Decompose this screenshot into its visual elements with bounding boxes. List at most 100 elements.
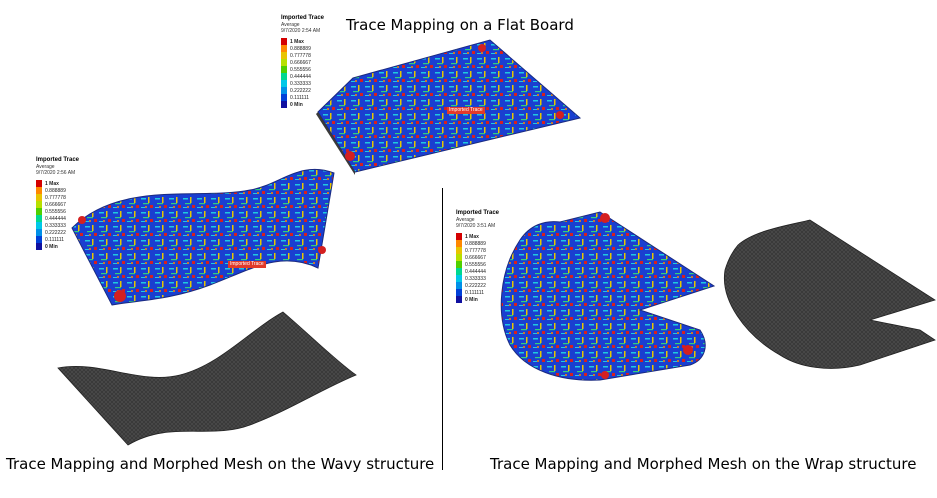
legend-swatch [456, 233, 462, 240]
legend-swatch [36, 229, 42, 236]
legend-swatch [281, 87, 287, 94]
legend-swatch [281, 66, 287, 73]
legend-label: 0.666667 [290, 59, 311, 66]
legend-row: 1 Max [456, 233, 499, 240]
legend-row: 0 Min [36, 243, 79, 250]
legend-label: 0.111111 [465, 289, 484, 296]
wrap-mesh-model [723, 219, 936, 369]
imported-trace-tag-flat: Imported Trace [447, 107, 485, 114]
legend-row: 0.888889 [281, 45, 324, 52]
caption-wavy-structure: Trace Mapping and Morphed Mesh on the Wa… [6, 455, 435, 473]
legend-row: 0.555556 [36, 208, 79, 215]
wavy-pcb-model [71, 168, 335, 306]
legend-label: 0.555556 [45, 208, 66, 215]
legend-swatch [36, 215, 42, 222]
legend-swatch [281, 52, 287, 59]
legend-label: 1 Max [465, 233, 479, 240]
legend-row: 0.444444 [36, 215, 79, 222]
legend-label: 0.777778 [45, 194, 66, 201]
legend-label: 0.888889 [290, 45, 311, 52]
legend-row: 1 Max [36, 180, 79, 187]
legend-label: 0 Min [45, 243, 58, 250]
legend-swatch [456, 282, 462, 289]
legend-label: 0.222222 [465, 282, 486, 289]
legend-swatch [281, 45, 287, 52]
legend-label: 0.333333 [465, 275, 486, 282]
legend-swatch [36, 194, 42, 201]
legend-row: 0.555556 [281, 66, 324, 73]
legend-swatch [281, 73, 287, 80]
legend-swatch [281, 80, 287, 87]
legend-row: 0.777778 [456, 247, 499, 254]
legend-row: 0.888889 [36, 187, 79, 194]
caption-flat-board: Trace Mapping on a Flat Board [346, 16, 574, 34]
legend-label: 0.555556 [290, 66, 311, 73]
legend-row: 0.666667 [456, 254, 499, 261]
legend-row: 0.444444 [281, 73, 324, 80]
legend-label: 0.333333 [290, 80, 311, 87]
legend-row: 0.222222 [456, 282, 499, 289]
legend-timestamp: 9/7/2020 3:51 AM [456, 223, 496, 229]
legend-swatch [456, 289, 462, 296]
legend-label: 0 Min [465, 296, 478, 303]
legend-row: 0.555556 [456, 261, 499, 268]
legend-swatch [36, 243, 42, 250]
wavy-mesh-model [57, 311, 357, 446]
legend-subtitle: Average [281, 22, 300, 28]
legend-swatch [456, 268, 462, 275]
legend-row: 0.777778 [36, 194, 79, 201]
legend-swatch [36, 222, 42, 229]
legend-label: 0.444444 [45, 215, 66, 222]
legend-label: 1 Max [45, 180, 59, 187]
legend-row: 0 Min [281, 101, 324, 108]
legend-row: 0 Min [456, 296, 499, 303]
legend-label: 0.111111 [290, 94, 309, 101]
legend-subtitle: Average [36, 164, 55, 170]
legend-label: 0.555556 [465, 261, 486, 268]
legend-label: 0.777778 [465, 247, 486, 254]
legend-label: 0.222222 [290, 87, 311, 94]
legend-row: 1 Max [281, 38, 324, 45]
legend-swatch [456, 261, 462, 268]
section-divider [442, 188, 443, 470]
legend-label: 0.888889 [465, 240, 486, 247]
legend-label: 0.666667 [465, 254, 486, 261]
legend-row: 0.111111 [456, 289, 499, 296]
legend-swatch [456, 240, 462, 247]
legend-row: 0.444444 [456, 268, 499, 275]
legend-swatch [36, 180, 42, 187]
legend-row: 0.222222 [36, 229, 79, 236]
imported-trace-tag-wavy: Imported Trace [228, 261, 266, 268]
legend-subtitle: Average [456, 217, 475, 223]
legend-title: Imported Trace [456, 210, 500, 216]
legend-label: 0.333333 [45, 222, 66, 229]
legend-row: 0.888889 [456, 240, 499, 247]
legend-swatch [36, 208, 42, 215]
legend-flat-board: Imported Trace Average 9/7/2020 2:54 AM 1 M… [281, 15, 324, 108]
legend-swatch [281, 59, 287, 66]
legend-timestamp: 9/7/2020 2:56 AM [36, 170, 76, 176]
legend-row: 0.333333 [36, 222, 79, 229]
legend-row: 0.111111 [281, 94, 324, 101]
legend-label: 0.888889 [45, 187, 66, 194]
legend-label: 0.111111 [45, 236, 64, 243]
legend-row: 0.222222 [281, 87, 324, 94]
legend-label: 0.444444 [465, 268, 486, 275]
legend-row: 0.333333 [456, 275, 499, 282]
caption-wrap-structure: Trace Mapping and Morphed Mesh on the Wr… [490, 455, 917, 473]
legend-swatch [281, 101, 287, 108]
flat-board-model [316, 39, 582, 175]
legend-timestamp: 9/7/2020 2:54 AM [281, 28, 321, 34]
legend-swatch [456, 275, 462, 282]
legend-row: 0.666667 [281, 59, 324, 66]
legend-swatch [281, 94, 287, 101]
legend-row: 0.666667 [36, 201, 79, 208]
legend-swatch [36, 187, 42, 194]
legend-wrap: Imported Trace Average 9/7/2020 3:51 AM 1 M… [456, 210, 499, 303]
legend-swatch [456, 254, 462, 261]
legend-swatch [456, 247, 462, 254]
legend-label: 0.444444 [290, 73, 311, 80]
wrap-pcb-model [500, 211, 716, 381]
legend-swatch [456, 296, 462, 303]
